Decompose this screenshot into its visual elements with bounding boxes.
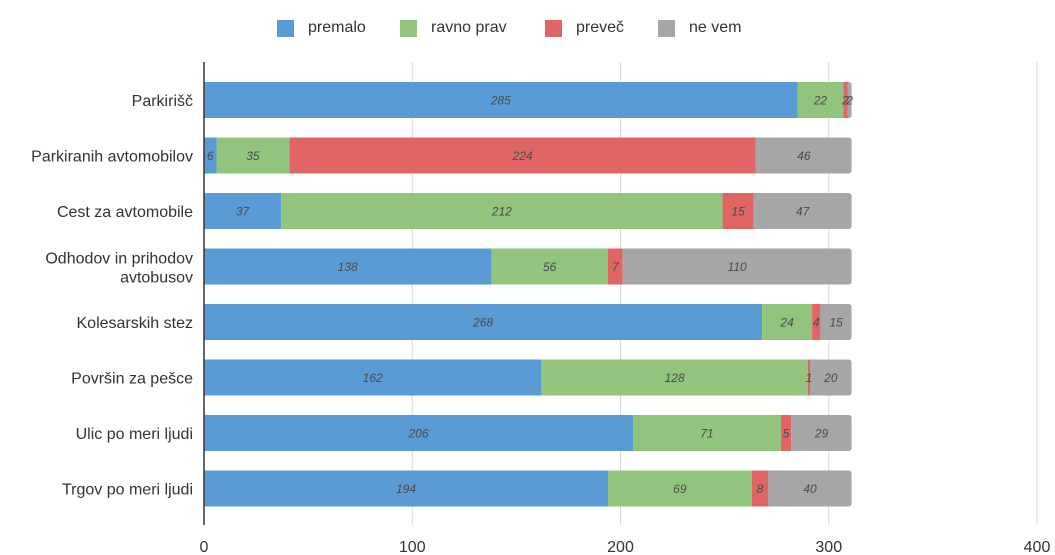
data-label: 194 (396, 482, 416, 496)
data-label: 128 (665, 371, 685, 385)
legend-label: preveč (576, 19, 625, 36)
data-label: 110 (728, 260, 747, 274)
bar-segment (807, 359, 811, 396)
data-label: 7 (612, 260, 620, 274)
legend-swatch (400, 19, 417, 37)
bar-group (204, 470, 852, 507)
data-label: 212 (491, 205, 512, 219)
category-label: Parkiranih avtomobilov (31, 149, 193, 166)
data-label: 5 (783, 427, 790, 441)
category-label: Parkirišč (132, 93, 193, 110)
bar-segment (204, 137, 217, 174)
bar-segment (768, 470, 852, 507)
bar-segment (204, 82, 798, 118)
data-label: 69 (673, 482, 687, 496)
legend-swatch (658, 19, 675, 37)
bar-segment (812, 304, 821, 340)
bar-segment (810, 359, 852, 396)
category-label: Kolesarskih stez (77, 315, 194, 332)
legend-label: ravno prav (431, 19, 507, 36)
legend-item: premalo (277, 18, 366, 38)
category-label: Površin za pešce (71, 371, 193, 388)
x-tick-label: 200 (607, 539, 634, 555)
data-label: 71 (700, 427, 713, 441)
bar-group (204, 248, 852, 285)
data-label: 8 (757, 482, 764, 496)
legend-item: preveč (545, 18, 624, 38)
data-label: 285 (490, 94, 511, 108)
data-label: 162 (363, 371, 383, 385)
bar-segment (753, 193, 852, 229)
bar-segment (281, 193, 723, 229)
bar-segment (622, 248, 852, 285)
bar-segment (843, 82, 848, 118)
bar-segment (847, 82, 852, 118)
x-tick-label: 0 (200, 539, 209, 555)
legend-swatch (277, 19, 294, 37)
data-label: 40 (803, 482, 817, 496)
x-tick-label: 100 (399, 539, 426, 555)
data-label: 47 (796, 205, 811, 219)
data-label: 20 (823, 371, 838, 385)
bar-group (204, 359, 852, 396)
data-label: 37 (236, 205, 251, 219)
bar-group (204, 82, 852, 118)
data-label: 22 (813, 94, 828, 108)
data-label: 138 (338, 260, 358, 274)
data-label: 1 (806, 371, 813, 385)
legend-label: premalo (308, 19, 366, 36)
bar-segment (791, 415, 852, 451)
data-label: 268 (472, 316, 493, 330)
bar-segment (204, 248, 492, 285)
category-label: Ulic po meri ljudi (76, 426, 193, 443)
legend-item: ne vem (658, 18, 741, 38)
bar-segment (541, 359, 808, 396)
bar-group (204, 415, 852, 451)
legend-swatch (545, 19, 562, 37)
bar-segment (722, 193, 754, 229)
bar-segment (780, 415, 792, 451)
data-label: 2 (841, 94, 849, 108)
bar-segment (608, 248, 623, 285)
data-label: 2 (845, 94, 853, 108)
bar-segment (608, 470, 752, 507)
bar-segment (289, 137, 756, 174)
bar-segment (751, 470, 769, 507)
bar-segment (204, 470, 609, 507)
bar-group (204, 193, 852, 229)
bar-segment (797, 82, 844, 118)
data-label: 4 (813, 316, 820, 330)
data-label: 15 (731, 205, 745, 219)
x-tick-label: 400 (1024, 539, 1051, 555)
legend-item: ravno prav (400, 18, 507, 38)
bar-segment (204, 415, 633, 451)
bar-segment (204, 193, 282, 229)
bar-segment (216, 137, 290, 174)
data-label: 206 (407, 427, 428, 441)
bar-segment (204, 359, 542, 396)
bar-segment (204, 304, 763, 340)
category-label: Trgov po meri ljudi (62, 482, 193, 499)
category-label: Cest za avtomobile (57, 204, 193, 221)
data-label: 24 (779, 316, 794, 330)
bar-segment (491, 248, 609, 285)
data-label: 46 (797, 149, 811, 163)
data-label: 15 (829, 316, 843, 330)
x-tick-label: 300 (815, 539, 842, 555)
legend-label: ne vem (689, 19, 742, 36)
data-label: 224 (512, 149, 533, 163)
bar-group (204, 304, 852, 340)
data-label: 35 (246, 149, 260, 163)
bar-group (204, 137, 852, 174)
bar-segment (820, 304, 852, 340)
bar-segment (762, 304, 813, 340)
data-label: 56 (543, 260, 557, 274)
bar-segment (632, 415, 781, 451)
bar-segment (755, 137, 852, 174)
data-label: 29 (814, 427, 829, 441)
data-label: 6 (207, 149, 214, 163)
category-label: Odhodov in prihodov avtobusov (45, 251, 193, 287)
